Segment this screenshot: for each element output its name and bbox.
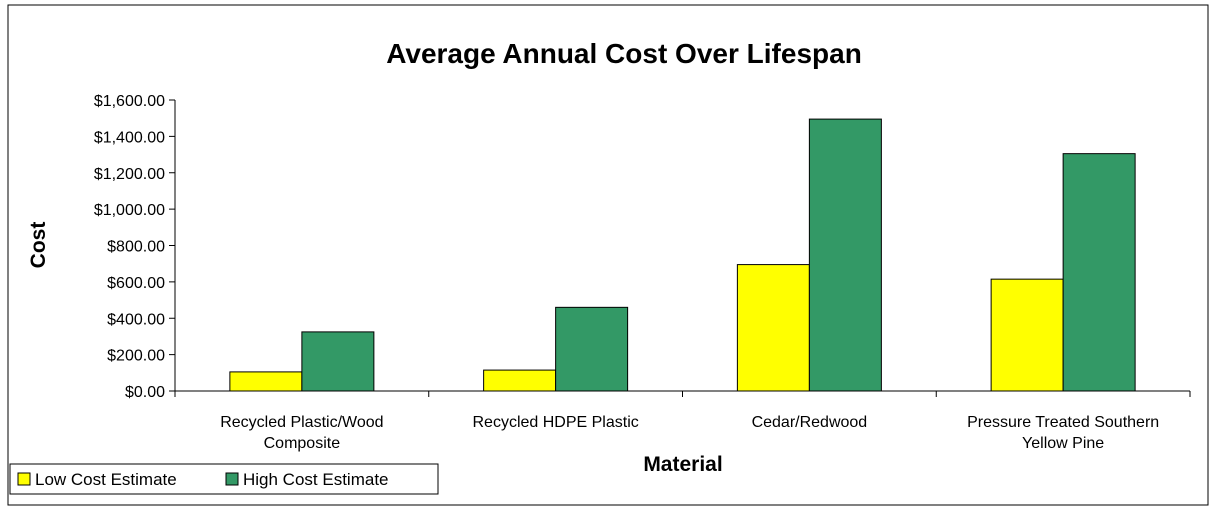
y-axis-title: Cost [27,222,50,269]
y-tick-label: $1,400.00 [94,129,165,146]
legend: Low Cost Estimate High Cost Estimate [9,463,439,495]
x-category-label: Yellow Pine [1022,435,1104,452]
bar-high-cost-2 [808,118,882,392]
x-category-label: Cedar/Redwood [752,414,868,431]
legend-box [9,463,439,495]
x-category-label: Recycled Plastic/Wood [220,414,383,431]
legend-swatch-low [17,472,31,486]
legend-label-high: High Cost Estimate [243,470,389,489]
y-tick-label: $1,000.00 [94,202,165,219]
y-tick-label: $800.00 [107,239,165,256]
chart-area-border [7,4,1209,506]
y-tick-label: $1,200.00 [94,166,165,183]
bar-low-cost-3 [990,278,1064,392]
bar-low-cost-0 [229,371,303,392]
y-tick-label: $400.00 [107,311,165,328]
bar-high-cost-3 [1062,153,1136,392]
legend-swatch-high [225,472,239,486]
plot-area: $0.00 $200.00 $400.00 $600.00 $800.00 $1,000.… [94,93,1191,452]
x-axis-title: Material [643,453,722,476]
y-tick-label: $600.00 [107,275,165,292]
bar-high-cost-1 [555,306,629,392]
bar-low-cost-1 [483,369,557,392]
bar-low-cost-2 [736,264,810,392]
x-category-label: Composite [264,435,341,452]
y-tick-label: $1,600.00 [94,93,165,110]
x-category-label: Recycled HDPE Plastic [472,414,638,431]
legend-label-low: Low Cost Estimate [35,470,177,489]
bar-high-cost-0 [301,331,375,392]
x-category-label: Pressure Treated Southern [967,414,1159,431]
y-tick-label: $0.00 [125,384,165,401]
chart-title: Average Annual Cost Over Lifespan [386,38,862,69]
y-tick-label: $200.00 [107,348,165,365]
